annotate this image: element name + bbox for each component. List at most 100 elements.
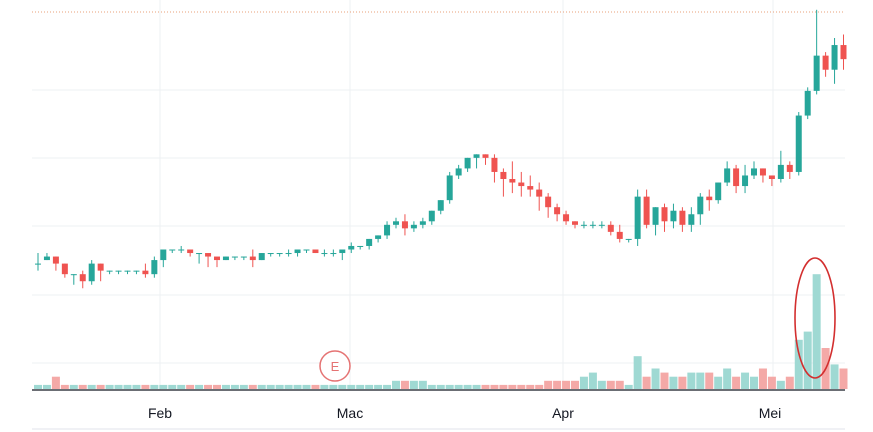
earnings-event-marker[interactable]: E bbox=[319, 350, 351, 382]
candle[interactable] bbox=[589, 221, 596, 229]
candle[interactable] bbox=[795, 112, 802, 176]
candle[interactable] bbox=[697, 193, 704, 225]
candle[interactable] bbox=[231, 256, 238, 261]
candle-body bbox=[258, 253, 265, 261]
candle[interactable] bbox=[35, 253, 41, 271]
candle[interactable] bbox=[813, 9, 820, 95]
candle[interactable] bbox=[598, 221, 605, 229]
candle[interactable] bbox=[348, 242, 355, 254]
candle-body bbox=[768, 175, 775, 179]
candle[interactable] bbox=[52, 256, 59, 271]
candle[interactable] bbox=[70, 274, 77, 285]
candle[interactable] bbox=[473, 154, 480, 169]
candle[interactable] bbox=[437, 200, 444, 215]
candle[interactable] bbox=[79, 270, 86, 289]
candle[interactable] bbox=[446, 171, 453, 204]
candle[interactable] bbox=[742, 164, 749, 194]
candle[interactable] bbox=[607, 221, 614, 236]
candle[interactable] bbox=[616, 224, 623, 243]
candle[interactable] bbox=[777, 150, 784, 183]
candle[interactable] bbox=[428, 210, 435, 225]
candle[interactable] bbox=[222, 256, 229, 261]
candle[interactable] bbox=[88, 260, 95, 285]
candle[interactable] bbox=[357, 245, 364, 250]
candle[interactable] bbox=[831, 38, 838, 84]
candle[interactable] bbox=[733, 164, 740, 194]
candle[interactable] bbox=[61, 263, 68, 278]
candle[interactable] bbox=[768, 175, 775, 187]
candle[interactable] bbox=[554, 203, 561, 222]
candle[interactable] bbox=[527, 175, 534, 197]
candle[interactable] bbox=[580, 221, 587, 229]
candle[interactable] bbox=[419, 217, 426, 229]
candle[interactable] bbox=[840, 34, 847, 70]
candle[interactable] bbox=[303, 249, 310, 254]
candle[interactable] bbox=[545, 193, 552, 218]
candle[interactable] bbox=[142, 263, 149, 278]
candle[interactable] bbox=[178, 245, 185, 254]
candle[interactable] bbox=[652, 207, 659, 236]
candle[interactable] bbox=[240, 256, 247, 261]
candle[interactable] bbox=[759, 168, 766, 183]
candle[interactable] bbox=[258, 253, 265, 261]
candle[interactable] bbox=[249, 249, 256, 268]
candle[interactable] bbox=[563, 210, 570, 225]
candle[interactable] bbox=[804, 87, 811, 120]
candle[interactable] bbox=[679, 207, 686, 232]
candle[interactable] bbox=[375, 235, 382, 243]
candle[interactable] bbox=[43, 253, 50, 261]
candle[interactable] bbox=[312, 249, 319, 254]
candle[interactable] bbox=[822, 52, 829, 77]
candle[interactable] bbox=[670, 203, 677, 229]
candle[interactable] bbox=[536, 182, 543, 211]
candle[interactable] bbox=[401, 214, 408, 236]
candle-body bbox=[777, 164, 784, 179]
candle[interactable] bbox=[294, 249, 301, 257]
candle[interactable] bbox=[643, 189, 650, 229]
candle[interactable] bbox=[634, 189, 641, 246]
candle[interactable] bbox=[751, 161, 757, 179]
candle[interactable] bbox=[661, 203, 668, 232]
candle[interactable] bbox=[455, 164, 462, 179]
candle-body bbox=[527, 186, 534, 190]
candle[interactable] bbox=[160, 249, 167, 268]
candle[interactable] bbox=[393, 217, 399, 229]
candle[interactable] bbox=[106, 270, 113, 275]
candle[interactable] bbox=[321, 249, 328, 257]
candle[interactable] bbox=[572, 221, 578, 229]
volume-bar bbox=[794, 339, 803, 389]
candle[interactable] bbox=[205, 253, 212, 268]
candle[interactable] bbox=[625, 238, 632, 243]
candle[interactable] bbox=[724, 161, 731, 187]
candle[interactable] bbox=[285, 249, 292, 257]
candle[interactable] bbox=[151, 256, 158, 278]
candle[interactable] bbox=[715, 182, 722, 204]
candle[interactable] bbox=[187, 249, 194, 257]
candle[interactable] bbox=[366, 238, 373, 250]
candle[interactable] bbox=[169, 249, 176, 254]
candle[interactable] bbox=[500, 168, 507, 197]
candle-body bbox=[339, 249, 346, 254]
candle[interactable] bbox=[214, 256, 220, 268]
candle[interactable] bbox=[706, 189, 713, 211]
candle-body bbox=[563, 214, 570, 222]
candle[interactable] bbox=[115, 270, 122, 275]
candle[interactable] bbox=[339, 249, 346, 261]
candle[interactable] bbox=[491, 154, 498, 183]
candle[interactable] bbox=[509, 161, 516, 194]
candle[interactable] bbox=[786, 161, 793, 179]
candle[interactable] bbox=[482, 154, 489, 165]
candle[interactable] bbox=[196, 253, 203, 264]
candle[interactable] bbox=[410, 221, 417, 232]
candle[interactable] bbox=[688, 207, 695, 232]
candle[interactable] bbox=[384, 221, 391, 239]
candle[interactable] bbox=[133, 270, 140, 275]
candle[interactable] bbox=[518, 171, 525, 197]
candle[interactable] bbox=[124, 270, 131, 275]
candle[interactable] bbox=[330, 249, 337, 257]
candle[interactable] bbox=[464, 157, 471, 172]
candle[interactable] bbox=[276, 253, 283, 257]
candle-body bbox=[375, 235, 382, 239]
candle[interactable] bbox=[97, 263, 104, 282]
candle[interactable] bbox=[267, 253, 274, 257]
